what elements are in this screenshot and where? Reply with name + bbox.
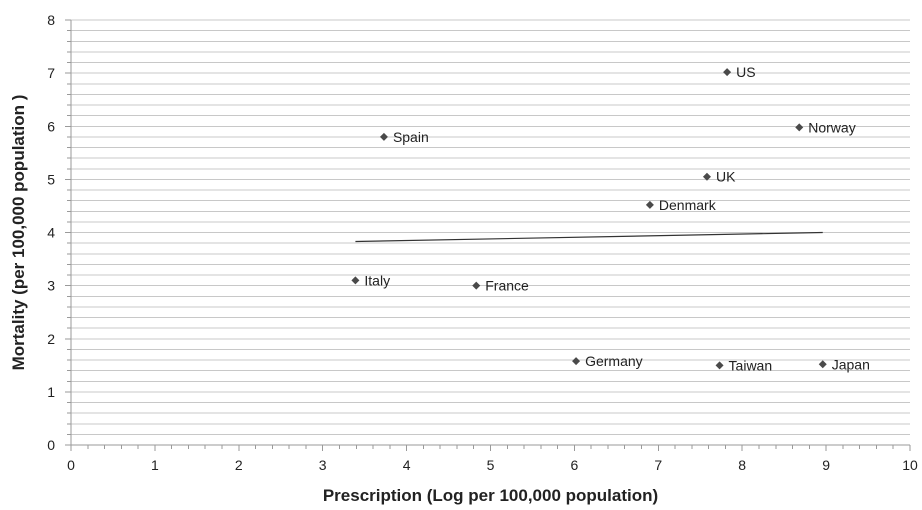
data-point-marker xyxy=(818,360,827,369)
data-points: US Spain Norway UK Denmark Italy France Germany… xyxy=(351,64,870,373)
data-point-marker xyxy=(723,68,732,77)
y-tick-label: 5 xyxy=(47,171,55,187)
axes: 0 1 2 3 4 5 6 7 8 9 10 0 1 2 3 4 5 6 7 8 xyxy=(47,12,918,473)
y-tick-label: 0 xyxy=(47,437,55,453)
data-point-label: Denmark xyxy=(659,197,717,213)
x-tick-label: 3 xyxy=(319,457,327,473)
x-tick-label: 1 xyxy=(151,457,159,473)
data-point-marker xyxy=(645,200,654,209)
data-point-label: Japan xyxy=(832,356,870,372)
data-point-marker xyxy=(351,276,360,285)
x-tick-label: 8 xyxy=(738,457,746,473)
data-point-label: US xyxy=(736,64,755,80)
data-point-label: Germany xyxy=(585,353,643,369)
trendline xyxy=(355,231,823,243)
trendline-group xyxy=(355,231,823,243)
data-point-label: France xyxy=(485,278,529,294)
x-tick-label: 0 xyxy=(67,457,75,473)
y-tick-label: 1 xyxy=(47,384,55,400)
data-point-marker xyxy=(715,361,724,370)
data-point-label: Spain xyxy=(393,129,429,145)
x-tick-label: 7 xyxy=(654,457,662,473)
data-point-label: UK xyxy=(716,169,736,185)
x-tick-label: 4 xyxy=(403,457,411,473)
x-tick-label: 2 xyxy=(235,457,243,473)
data-point-marker xyxy=(379,132,388,141)
y-tick-label: 2 xyxy=(47,331,55,347)
data-point-label: Norway xyxy=(808,119,855,135)
x-tick-label: 6 xyxy=(571,457,579,473)
y-tick-label: 6 xyxy=(47,118,55,134)
data-point-label: Taiwan xyxy=(729,357,773,373)
data-point-label: Italy xyxy=(364,272,390,288)
data-point-marker xyxy=(572,357,581,366)
y-axis-title: Mortality (per 100,000 population ) xyxy=(9,95,28,371)
gridlines xyxy=(71,19,910,435)
data-point-marker xyxy=(795,123,804,132)
x-tick-label: 9 xyxy=(822,457,830,473)
x-tick-label: 5 xyxy=(487,457,495,473)
data-point-marker xyxy=(702,172,711,181)
x-tick-label: 10 xyxy=(902,457,918,473)
y-tick-label: 3 xyxy=(47,278,55,294)
y-tick-label: 4 xyxy=(47,225,55,241)
y-tick-label: 7 xyxy=(47,65,55,81)
x-axis-title: Prescription (Log per 100,000 population… xyxy=(323,486,658,505)
y-tick-label: 8 xyxy=(47,12,55,28)
data-point-marker xyxy=(472,281,481,290)
